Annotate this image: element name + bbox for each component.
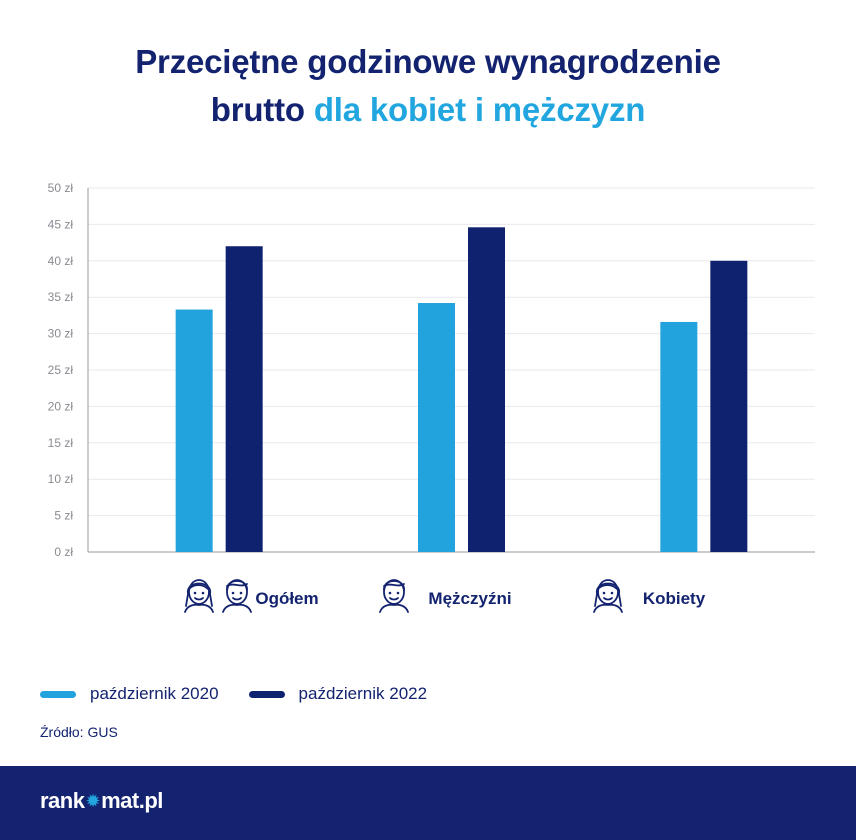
bar-chart: 0 zł 5 zł 10 zł 15 zł 20 zł 25 zł 30 zł 35 zł 40… xyxy=(48,181,815,613)
brand-logo[interactable]: rank ✹ mat.pl xyxy=(40,788,163,814)
legend-label-2020: październik 2020 xyxy=(90,684,219,703)
y-tick-label: 30 zł xyxy=(48,327,74,341)
y-tick-label: 25 zł xyxy=(48,363,74,377)
man-face-icon xyxy=(222,579,252,613)
bar-2022 xyxy=(710,260,748,552)
footer-bar: rank ✹ mat.pl xyxy=(0,766,856,840)
bar-2020 xyxy=(175,309,213,552)
bar-2020 xyxy=(660,321,698,552)
y-tick-label: 5 zł xyxy=(54,509,73,523)
chart-title: Przeciętne godzinowe wynagrodzenie brutt… xyxy=(0,38,856,134)
star-icon: ✹ xyxy=(85,790,101,811)
category-label: Ogółem xyxy=(255,589,318,608)
man-face-icon xyxy=(379,579,409,613)
category-label: Mężczyźni xyxy=(428,589,511,608)
legend-swatch-2020 xyxy=(40,690,76,698)
logo-text-left: rank xyxy=(40,788,85,813)
legend-item-2020: październik 2020 xyxy=(40,684,219,704)
legend-swatch-2022 xyxy=(248,690,285,698)
bar-2020 xyxy=(418,303,455,552)
bar-2022 xyxy=(225,246,263,552)
source-note: Źródło: GUS xyxy=(40,724,118,740)
y-tick-label: 45 zł xyxy=(48,217,74,231)
title-line-2: brutto dla kobiet i mężczyzn xyxy=(0,86,856,134)
logo-text-right: mat.pl xyxy=(101,788,163,813)
legend: październik 2020 październik 2022 xyxy=(40,684,457,704)
title-line-1: Przeciętne godzinowe wynagrodzenie xyxy=(135,43,721,80)
title-accent: dla kobiet i mężczyzn xyxy=(313,91,646,128)
woman-face-icon xyxy=(593,579,623,613)
bar-2022 xyxy=(468,227,505,552)
y-tick-label: 50 zł xyxy=(48,181,74,195)
y-tick-label: 35 zł xyxy=(48,290,74,304)
woman-face-icon xyxy=(184,579,214,613)
title-plain: brutto xyxy=(210,91,305,128)
y-tick-label: 20 zł xyxy=(48,399,74,413)
y-tick-label: 40 zł xyxy=(48,254,74,268)
y-tick-label: 0 zł xyxy=(54,545,73,559)
y-tick-label: 10 zł xyxy=(48,472,74,486)
y-tick-label: 15 zł xyxy=(48,436,74,450)
legend-label-2022: październik 2022 xyxy=(298,684,428,703)
category-label: Kobiety xyxy=(643,589,706,608)
legend-item-2022: październik 2022 xyxy=(248,684,428,704)
